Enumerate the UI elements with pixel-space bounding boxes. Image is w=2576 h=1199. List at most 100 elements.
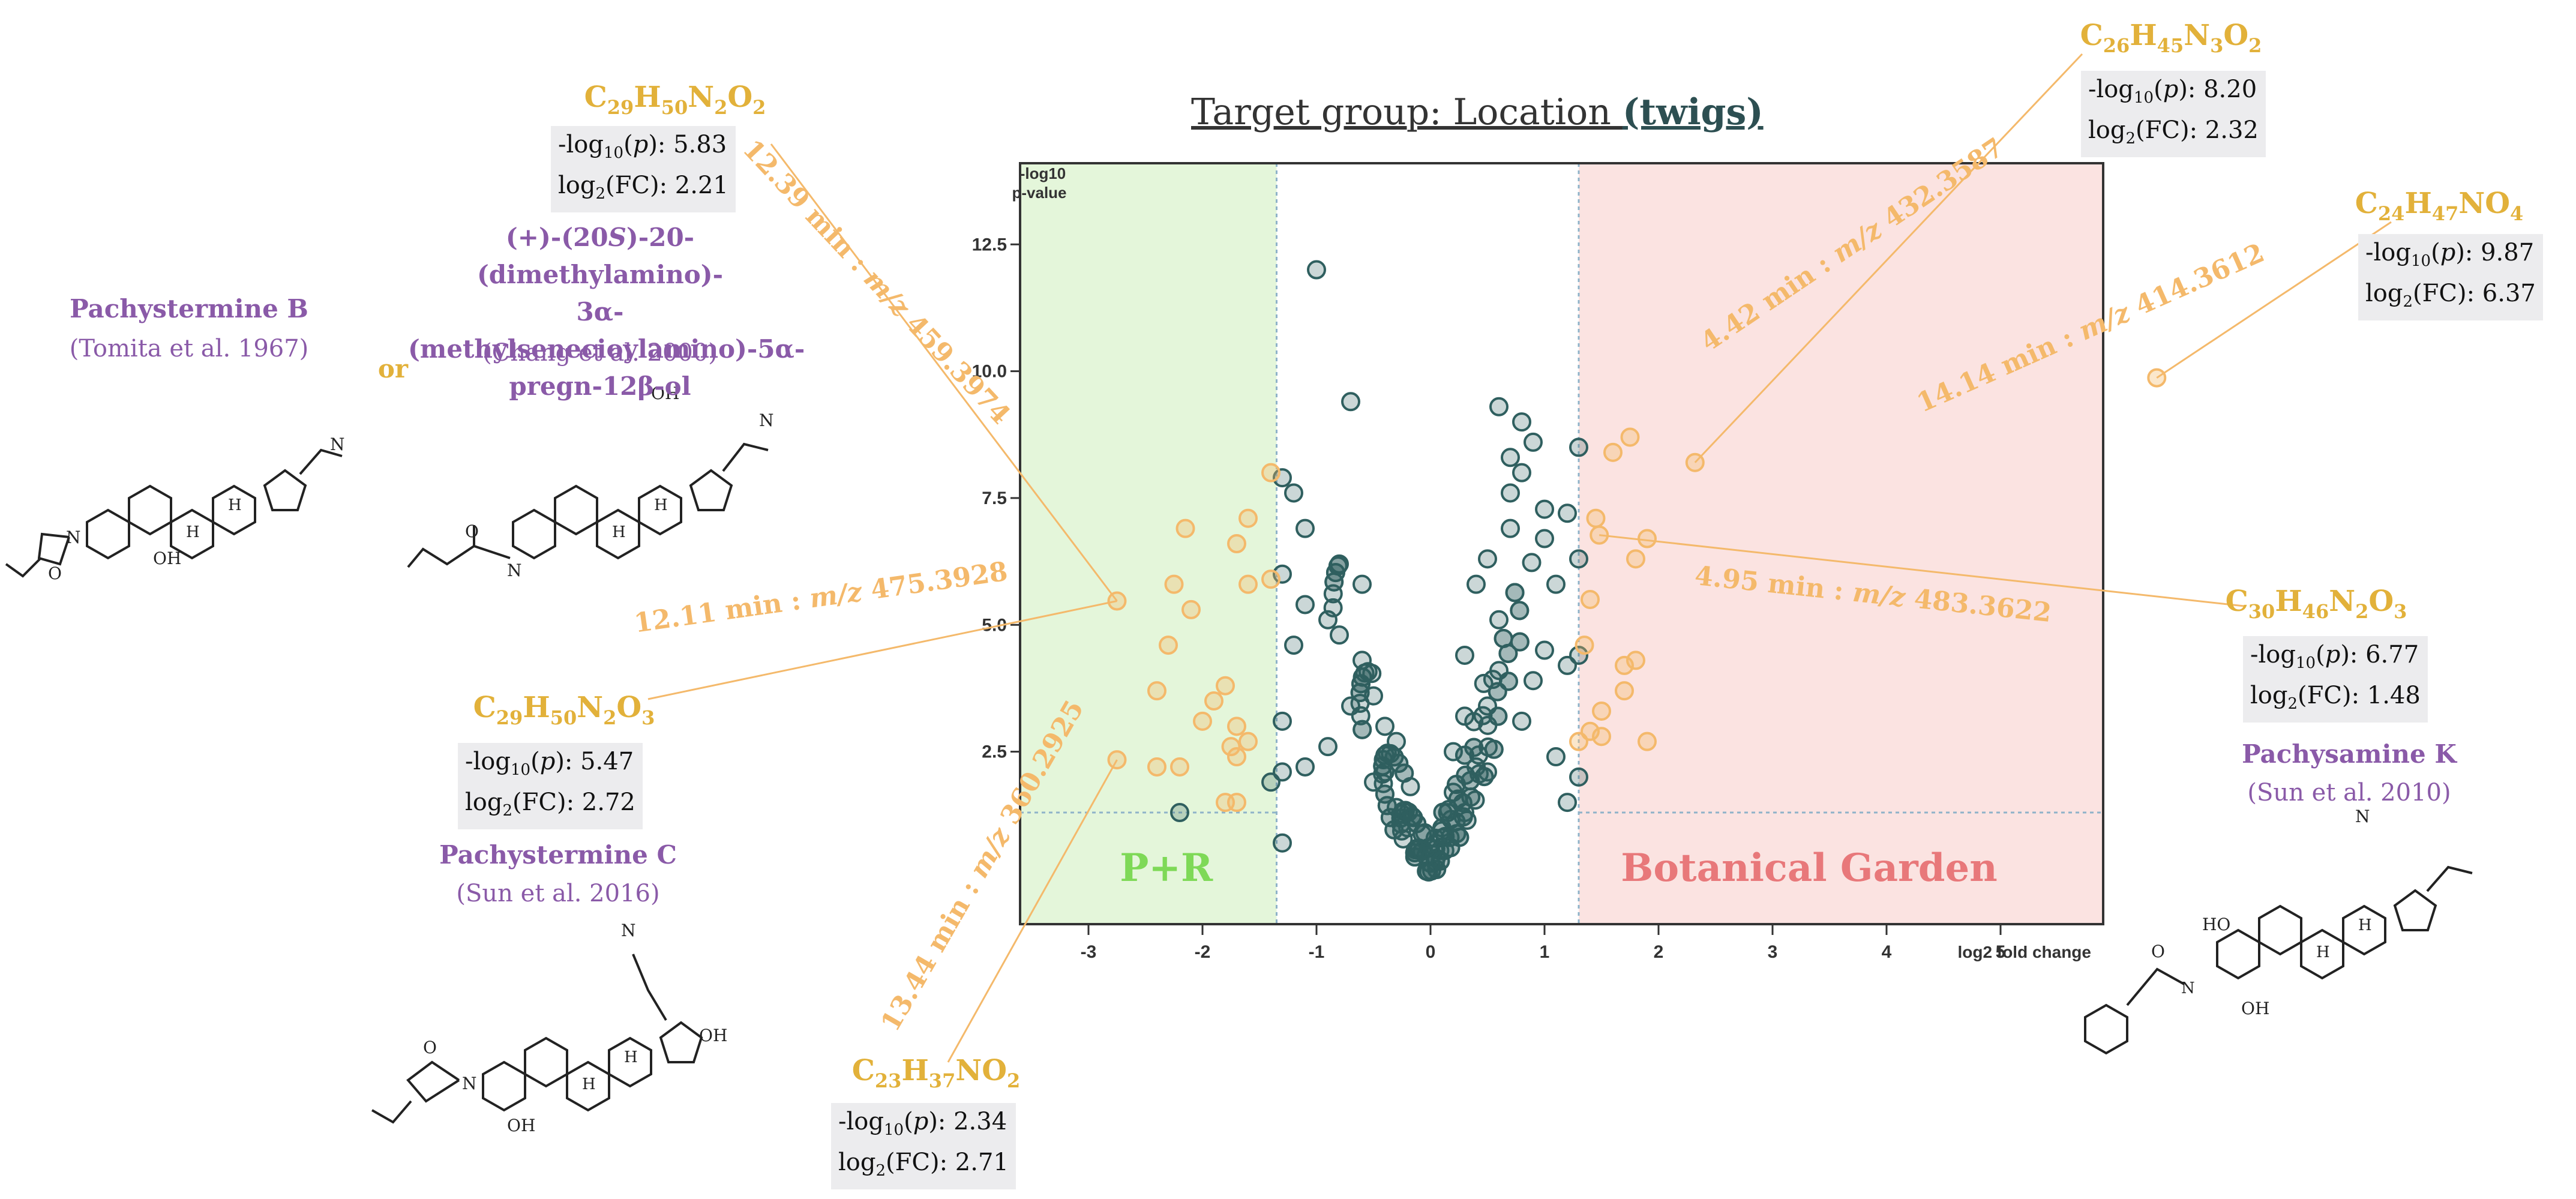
- subscript: 2: [2403, 293, 2413, 311]
- atom-label: O: [48, 563, 62, 583]
- data-point-significant: [1261, 463, 1280, 482]
- stat-p-line: -log10(p): 8.20: [2088, 73, 2259, 114]
- stat-p-line: -log10(p): 5.47: [465, 745, 635, 786]
- molecular-formula: C23H37NO2: [852, 1054, 1021, 1092]
- formula-token: 50: [550, 706, 577, 729]
- annotation-label: 12.11 min : m/z 475.3928: [632, 556, 1010, 639]
- subscript: 10: [884, 1121, 904, 1139]
- stat-p-value: 5.83: [673, 131, 727, 158]
- formula-token: 45: [2157, 34, 2184, 57]
- y-axis-label-line1: -log10: [1020, 164, 1066, 182]
- stat-fc-prefix: log: [838, 1149, 876, 1176]
- data-point: [1473, 706, 1493, 726]
- x-tick-label: 2: [1654, 942, 1664, 962]
- data-point-significant: [1159, 636, 1178, 655]
- y-tick-label: 7.5: [982, 488, 1007, 508]
- stat-fc-prefix: log: [558, 172, 596, 199]
- stat-p-suffix: ):: [2178, 76, 2204, 103]
- data-point: [1464, 738, 1484, 757]
- stat-p-mid: (: [623, 131, 633, 158]
- stat-fc-line: log2(FC): 6.37: [2365, 277, 2536, 318]
- molecular-formula: C30H46N2O3: [2226, 584, 2407, 623]
- atom-label: OH: [651, 383, 679, 403]
- data-point: [1405, 840, 1425, 860]
- data-point-significant: [1615, 681, 1634, 701]
- stat-p-mid: (: [2431, 239, 2440, 266]
- formula-token: 2: [2355, 600, 2368, 623]
- molecular-formula: C24H47NO4: [2355, 187, 2524, 225]
- x-tick-label: -1: [1309, 942, 1325, 962]
- stat-p-var: p: [913, 1108, 929, 1135]
- atom-label: OH: [2241, 999, 2269, 1018]
- stat-fc-suffix: (FC):: [605, 172, 675, 199]
- data-point-significant: [1620, 427, 1640, 447]
- stat-p-suffix: ):: [648, 131, 674, 158]
- data-point: [1323, 598, 1343, 618]
- data-point: [1522, 553, 1542, 572]
- data-point: [1273, 833, 1292, 853]
- atom-label: O: [2151, 942, 2165, 961]
- data-point: [1512, 463, 1531, 482]
- formula-token: H: [901, 1054, 928, 1087]
- stat-p-prefix: -log: [2250, 641, 2296, 669]
- compound-ref-pachystermine-c: (Sun et al. 2016): [456, 880, 660, 907]
- data-point: [1524, 432, 1543, 452]
- atom-label: H: [186, 523, 200, 541]
- formula-token: 2: [752, 96, 766, 119]
- data-point-significant: [1147, 757, 1166, 777]
- data-point-significant: [1216, 676, 1235, 696]
- formula-token: C: [473, 691, 496, 724]
- data-point: [1307, 260, 1326, 280]
- data-point: [1450, 828, 1470, 847]
- formula-token: 37: [929, 1069, 956, 1092]
- atom-label: OH: [507, 1116, 535, 1135]
- subscript: 2: [502, 802, 513, 820]
- data-point: [1546, 574, 1566, 594]
- stat-fc-value: 2.32: [2205, 116, 2259, 144]
- data-point: [1512, 711, 1531, 731]
- data-point: [1535, 640, 1554, 660]
- data-point: [1489, 397, 1509, 416]
- formula-labels: C29H50N2O2C29H50N2O3C23H37NO2C26H45N3O2C…: [473, 19, 2524, 1092]
- volcano-plot: -3 -2 -1 0 1 2 3 4 52.55.07.510.012.5 P+R Botani…: [972, 162, 2167, 962]
- stat-fc-line: log2(FC): 2.72: [465, 786, 635, 827]
- dimethylamino-name-line1-pre: (+)-(20: [505, 223, 608, 252]
- stat-p-line: -log10(p): 9.87: [2365, 236, 2536, 277]
- atom-label: H: [2316, 943, 2330, 961]
- stat-box: -log10(p): 9.87 log2(FC): 6.37: [2358, 234, 2543, 320]
- subscript: 10: [2134, 89, 2154, 107]
- data-point-significant: [1164, 574, 1184, 594]
- x-tick-label: 4: [1882, 942, 1892, 962]
- data-point: [1453, 807, 1473, 827]
- compound-name-dimethylamino: (+)-(20S)-20-(dimethylamino)- 3α-(methyl…: [408, 219, 805, 405]
- compound-ref-pachystermine-b: (Tomita et al. 1967): [69, 335, 309, 362]
- formula-token: N: [955, 1054, 982, 1087]
- formula-token: H: [634, 80, 661, 114]
- stat-p-var: p: [2325, 641, 2341, 669]
- region-right-label: Botanical Garden: [1621, 846, 1998, 891]
- data-point-significant: [1569, 732, 1588, 751]
- formula-token: 4: [2510, 202, 2523, 225]
- leader-lines: [647, 53, 2392, 1063]
- data-point: [1478, 549, 1497, 569]
- data-point-significant: [1227, 747, 1246, 767]
- x-tick-label: 5: [1996, 942, 2006, 962]
- atom-label: N: [507, 560, 522, 580]
- y-tick-label: 2.5: [982, 742, 1007, 762]
- formula-token: O: [2485, 187, 2510, 220]
- formula-token: 3: [2210, 34, 2223, 57]
- or-connector: or: [377, 354, 409, 383]
- atom-label: H: [612, 523, 626, 541]
- stat-p-prefix: -log: [558, 131, 604, 158]
- formula-token: 24: [2378, 202, 2405, 225]
- atom-label: OH: [699, 1026, 727, 1045]
- region-right-shade: [1579, 163, 2103, 924]
- compound-name-pachystermine-b: Pachystermine B: [70, 294, 308, 323]
- data-point: [1505, 583, 1525, 603]
- formula-token: 26: [2103, 34, 2130, 57]
- data-point: [1467, 574, 1486, 594]
- data-point: [1569, 645, 1588, 665]
- structure-pachystermine-b: OH N O N H H: [5, 434, 345, 583]
- stat-box: -log10(p): 5.83 log2(FC): 2.21: [551, 126, 736, 212]
